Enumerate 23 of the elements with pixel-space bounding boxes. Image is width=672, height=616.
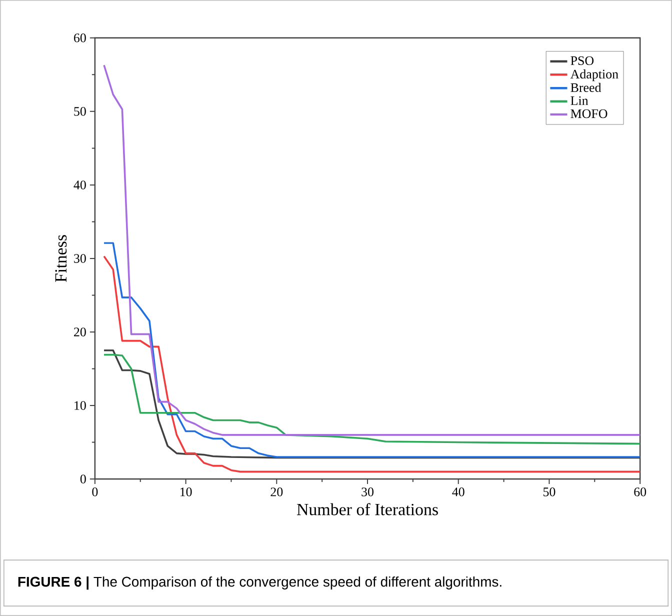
x-tick-label: 60 (634, 488, 646, 496)
legend-label: Adaption (570, 69, 618, 82)
x-axis-title: Number of Iterations (296, 503, 438, 516)
y-tick-label: 50 (74, 107, 86, 116)
y-tick-label: 60 (74, 34, 86, 42)
x-tick-label: 20 (270, 488, 283, 496)
x-tick-label: 30 (362, 488, 374, 496)
x-tick-label: 10 (180, 488, 192, 496)
legend-label: PSO (570, 56, 594, 66)
legend-label: Breed (570, 82, 602, 92)
y-tick-label: 40 (74, 180, 86, 190)
y-tick-label: 0 (80, 474, 86, 484)
x-tick-label: 50 (544, 488, 556, 496)
text: FIGURE 6 | The Comparison of the convergence speed of different algorithms. (18, 576, 502, 590)
x-tick-label: 0 (92, 488, 98, 496)
legend-label: Lin (570, 96, 588, 105)
y-tick-label: 20 (74, 328, 86, 336)
y-axis-title: Fitness (55, 235, 67, 282)
x-tick-label: 40 (452, 488, 464, 496)
line-series (103, 354, 640, 445)
legend-label: MOFO (570, 109, 608, 118)
y-tick-label: 10 (74, 401, 86, 410)
y-tick-label: 30 (74, 254, 86, 263)
